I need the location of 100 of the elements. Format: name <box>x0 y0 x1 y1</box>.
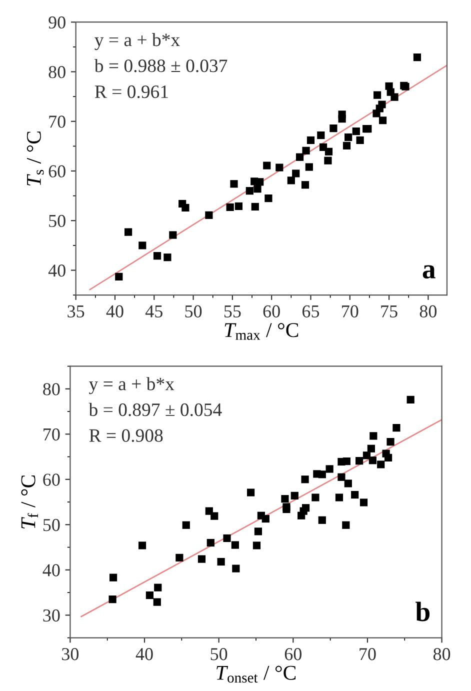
point <box>282 503 290 511</box>
x-tick-label: 70 <box>360 648 376 660</box>
point <box>153 598 161 606</box>
point <box>312 494 320 502</box>
point <box>302 146 310 154</box>
point <box>370 432 378 440</box>
x-tick-label: 45 <box>145 305 162 318</box>
annotation: a <box>422 265 436 278</box>
point <box>254 185 262 193</box>
x-tick-label: 75 <box>381 305 398 318</box>
point <box>206 538 214 547</box>
point <box>176 554 184 562</box>
point <box>305 163 313 171</box>
point <box>373 91 382 99</box>
point <box>169 231 177 239</box>
point <box>254 528 262 536</box>
point <box>342 142 351 150</box>
x-tick-label: 40 <box>106 305 124 318</box>
point <box>230 180 238 188</box>
point <box>138 542 146 550</box>
point <box>390 93 398 101</box>
x-tick-label: 65 <box>302 305 320 318</box>
point <box>318 470 326 478</box>
annotation: R = 0.908 <box>89 429 163 442</box>
point <box>296 153 304 161</box>
point <box>384 454 392 462</box>
y-tick-label: 70 <box>49 116 66 128</box>
point <box>413 54 422 62</box>
x-tick-label: 50 <box>185 305 202 318</box>
annotation: y = a + b*x <box>94 33 180 50</box>
point <box>182 204 190 212</box>
x-axis-title: T$_{max}$ / °C <box>224 323 298 340</box>
point <box>318 516 326 524</box>
point <box>124 228 132 236</box>
point <box>338 473 346 481</box>
point <box>210 512 218 520</box>
point <box>317 131 325 140</box>
point <box>324 148 333 156</box>
point <box>306 136 315 144</box>
point <box>264 194 272 202</box>
y-tick-label: 60 <box>48 165 66 178</box>
y-tick-label: 30 <box>43 609 60 622</box>
point <box>231 541 239 549</box>
y-axis-title: T$_{f}$ / °C <box>21 475 38 528</box>
y-tick-label: 80 <box>48 66 66 78</box>
annotation: b = 0.897 ± 0.054 <box>88 402 222 416</box>
point <box>252 542 261 550</box>
point <box>352 127 360 136</box>
x-tick-label: 50 <box>210 648 228 660</box>
point <box>330 124 338 132</box>
point <box>153 252 162 260</box>
point <box>182 521 190 529</box>
x-tick-label: 35 <box>68 305 84 318</box>
point <box>217 558 225 566</box>
point <box>263 162 271 170</box>
point <box>360 498 368 506</box>
point <box>367 444 375 452</box>
x-tick-label: 55 <box>224 305 241 318</box>
point <box>115 272 123 280</box>
point <box>232 564 240 572</box>
y-tick-label: 90 <box>48 16 66 29</box>
point <box>301 181 310 189</box>
point <box>342 457 350 466</box>
annotation: y = a + b*x <box>88 377 174 394</box>
x-tick-label: 80 <box>433 648 450 660</box>
point <box>164 254 172 262</box>
point <box>386 438 394 446</box>
point <box>406 396 414 404</box>
annotation: b <box>416 602 430 622</box>
point <box>344 480 352 488</box>
point <box>234 202 242 210</box>
point <box>109 574 118 582</box>
point <box>281 495 289 503</box>
point <box>108 596 116 604</box>
y-tick-label: 40 <box>48 264 66 277</box>
x-tick-label: 80 <box>420 305 437 318</box>
point <box>146 591 154 600</box>
y-tick-label: 50 <box>43 518 60 532</box>
annotation: b = 0.988 ± 0.037 <box>94 58 228 72</box>
annotation: R = 0.961 <box>94 85 168 98</box>
x-tick-label: 70 <box>342 305 358 318</box>
y-tick-label: 70 <box>44 428 60 441</box>
point <box>251 202 259 211</box>
point <box>154 584 162 592</box>
point <box>392 424 400 432</box>
point <box>378 116 387 124</box>
x-tick-label: 60 <box>284 648 302 660</box>
point <box>326 465 334 473</box>
point <box>256 178 264 186</box>
point <box>378 100 386 108</box>
point <box>338 115 346 123</box>
point <box>262 514 270 523</box>
point <box>198 555 206 563</box>
point <box>138 242 146 250</box>
point <box>324 156 332 164</box>
point <box>290 492 298 500</box>
point <box>246 488 255 496</box>
point <box>226 203 234 212</box>
point <box>302 504 310 512</box>
y-axis-title: T$_{s}$ / °C <box>26 132 44 186</box>
